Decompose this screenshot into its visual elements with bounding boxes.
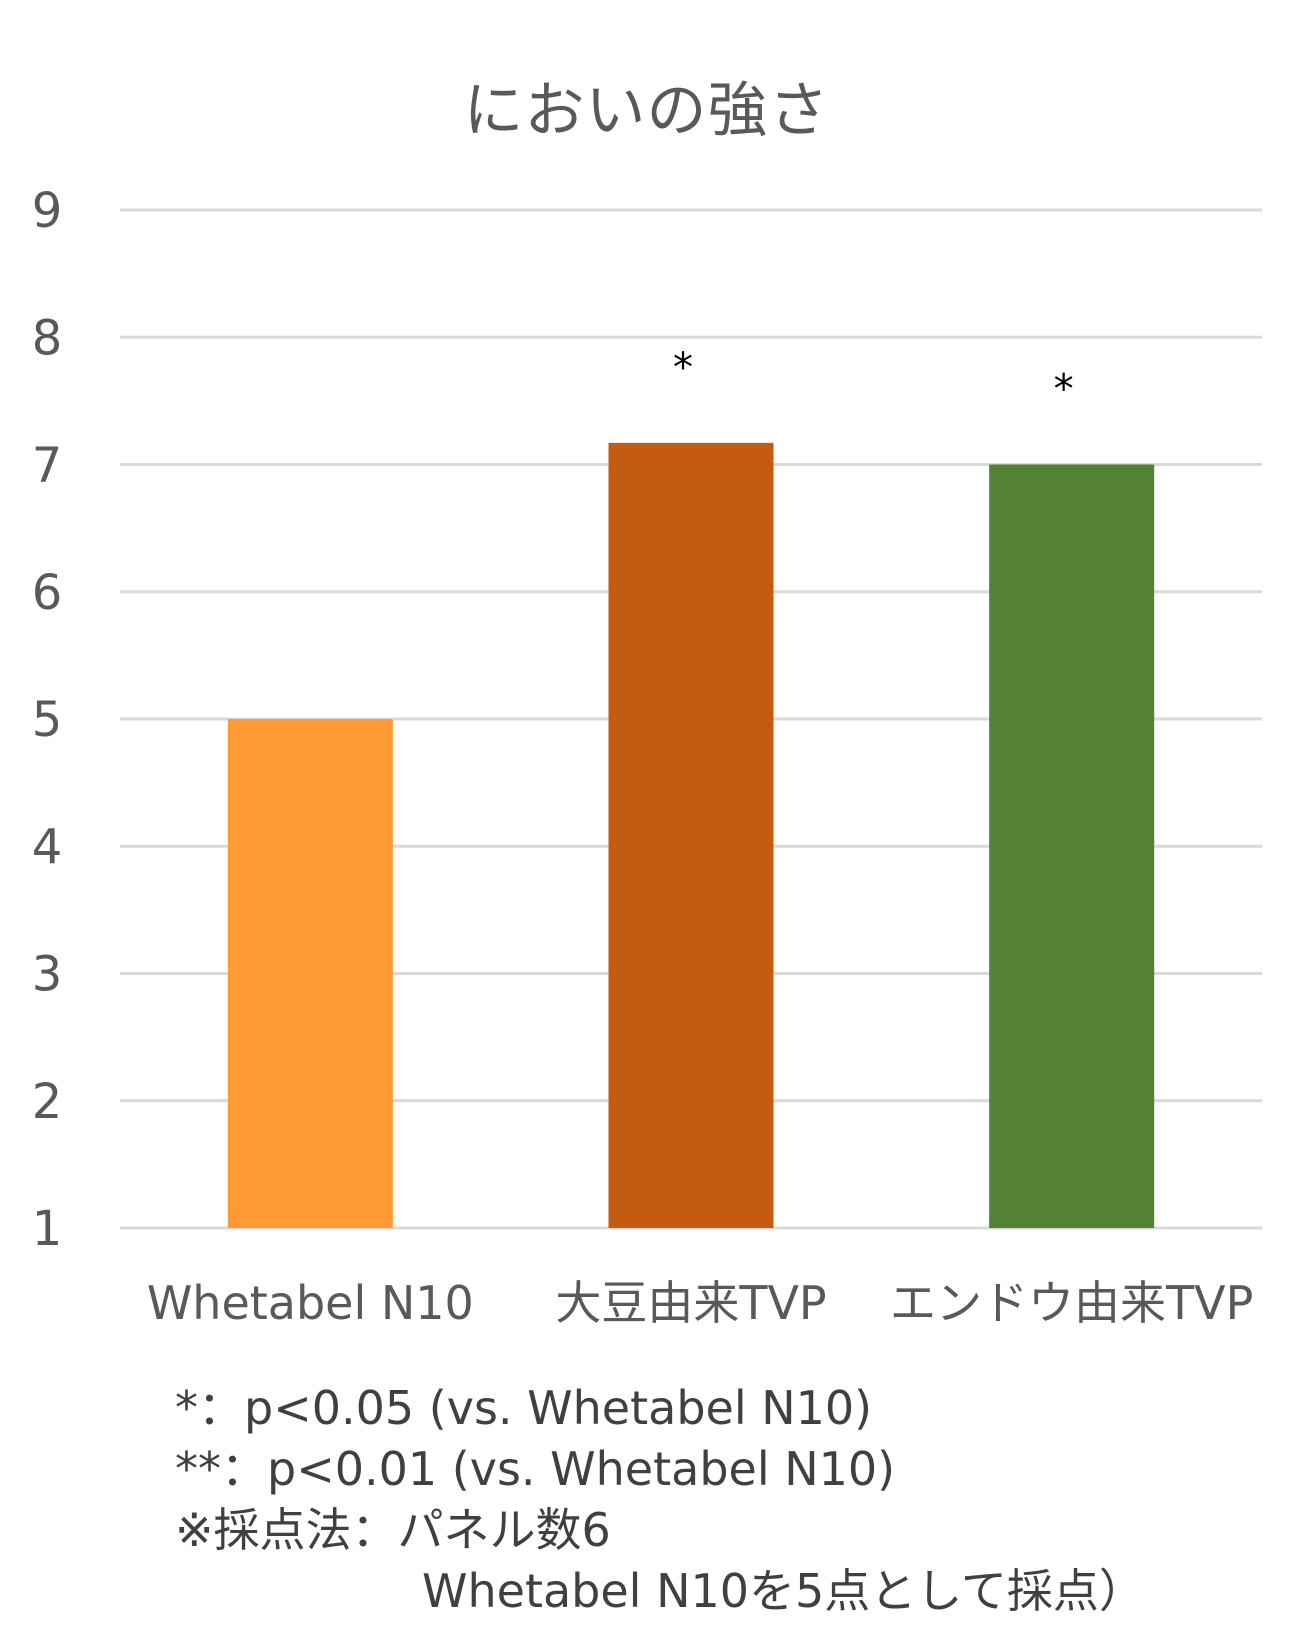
bar-1 [227,719,393,1228]
x-axis-ticks: Whetabel N10 大豆由来TVP エンドウ由来TVP [147,1276,1253,1330]
y-tick-label: 9 [32,183,63,239]
y-tick-label: 4 [32,819,63,875]
note-scoring-method: ※採点法：パネル数6 [175,1503,611,1557]
y-tick-label: 2 [32,1074,63,1130]
y-tick-label: 6 [32,565,63,621]
y-axis-ticks: 1 2 3 4 5 6 7 8 9 [32,183,63,1257]
bars [227,442,1155,1228]
note-significance-005: *：p<0.05 (vs. Whetabel N10) [175,1381,873,1435]
x-tick-label: Whetabel N10 [147,1276,474,1330]
x-tick-label: エンドウ由来TVP [890,1276,1253,1330]
y-tick-label: 3 [32,947,63,1003]
y-tick-label: 7 [32,438,63,494]
bar-3 [989,464,1155,1228]
note-significance-001: **：p<0.01 (vs. Whetabel N10) [175,1442,896,1496]
note-scoring-reference: Whetabel N10を5点として採点） [422,1564,1145,1618]
significance-markers: * * [673,345,1074,413]
chart-title: においの強さ [463,76,830,146]
bar-2 [608,442,774,1228]
significance-marker: * [1054,367,1074,413]
significance-marker: * [673,345,693,391]
x-tick-label: 大豆由来TVP [555,1276,826,1330]
footnotes: *：p<0.05 (vs. Whetabel N10) **：p<0.01 (v… [175,1378,1145,1622]
y-tick-label: 8 [32,310,63,366]
y-tick-label: 1 [32,1201,63,1257]
y-tick-label: 5 [32,692,63,748]
